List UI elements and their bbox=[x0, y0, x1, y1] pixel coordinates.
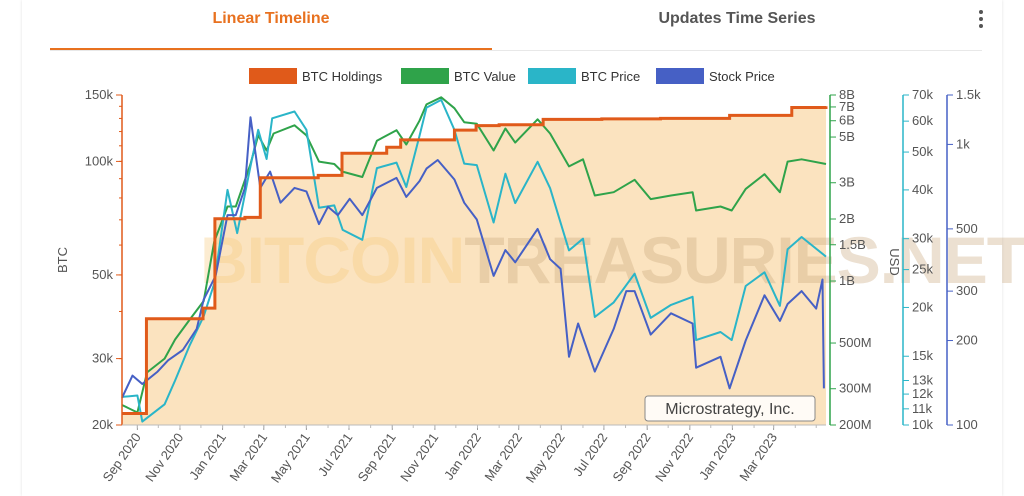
value-axis-tick-label: 7B bbox=[839, 99, 855, 114]
value-axis-tick-label: 1.5B bbox=[839, 237, 866, 252]
btc-price-axis-tick-label: 25k bbox=[912, 262, 933, 277]
btc-price-axis-tick-label: 12k bbox=[912, 386, 933, 401]
btc-price-axis-tick-label: 40k bbox=[912, 182, 933, 197]
x-axis-tick-label: Sep 2020 bbox=[100, 430, 144, 484]
stock-price-axis-tick-label: 100 bbox=[956, 417, 978, 432]
legend-label: BTC Holdings bbox=[302, 69, 383, 84]
stock-price-axis-tick-label: 200 bbox=[956, 333, 978, 348]
btc-axis-tick-label: 50k bbox=[92, 267, 113, 282]
x-axis-tick-label: Nov 2022 bbox=[652, 430, 696, 484]
company-label: Microstrategy, Inc. bbox=[665, 401, 795, 418]
tab-bar: Linear Timeline Updates Time Series bbox=[50, 0, 982, 51]
x-axis-tick-label: Sep 2021 bbox=[355, 430, 399, 484]
value-axis-tick-label: 200M bbox=[839, 417, 872, 432]
value-axis-tick-label: 500M bbox=[839, 335, 872, 350]
btc-price-axis-tick-label: 10k bbox=[912, 417, 933, 432]
btc-price-axis-tick-label: 11k bbox=[912, 401, 932, 416]
legend-label: BTC Price bbox=[581, 69, 640, 84]
stock-price-axis-tick-label: 1k bbox=[956, 136, 970, 151]
tab-linear-timeline[interactable]: Linear Timeline bbox=[50, 0, 492, 50]
legend-swatch bbox=[528, 68, 576, 84]
legend-swatch bbox=[249, 68, 297, 84]
btc-axis-tick-label: 100k bbox=[85, 153, 114, 168]
x-axis-tick-label: Jan 2022 bbox=[441, 430, 484, 482]
btc-price-line bbox=[121, 98, 827, 423]
x-axis-tick-label: Jul 2022 bbox=[570, 430, 610, 479]
btc-axis-title: BTC bbox=[55, 247, 70, 273]
stock-price-axis-tick-label: 300 bbox=[956, 283, 978, 298]
btc-price-axis-tick-label: 13k bbox=[912, 373, 933, 388]
tab-updates-time-series[interactable]: Updates Time Series bbox=[658, 10, 816, 27]
x-axis-tick-label: Mar 2021 bbox=[226, 430, 270, 484]
x-axis-tick-label: Jan 2021 bbox=[186, 430, 229, 482]
x-axis-tick-label: Sep 2022 bbox=[609, 430, 653, 484]
value-axis-tick-label: 3B bbox=[839, 175, 855, 190]
value-axis-tick-label: 300M bbox=[839, 381, 872, 396]
legend-swatch bbox=[401, 68, 449, 84]
btc-axis-tick-label: 150k bbox=[85, 87, 114, 102]
x-axis-tick-label: Jan 2023 bbox=[696, 430, 739, 482]
value-axis-tick-label: 8B bbox=[839, 87, 855, 102]
btc-holdings-area bbox=[122, 106, 826, 425]
stock-price-axis-tick-label: 1.5k bbox=[956, 87, 981, 102]
btc-price-axis-tick-label: 15k bbox=[912, 348, 933, 363]
value-axis-tick-label: 5B bbox=[839, 129, 855, 144]
more-vertical-icon[interactable] bbox=[972, 8, 990, 32]
x-axis-tick-label: May 2022 bbox=[523, 430, 568, 485]
x-axis-tick-label: Nov 2020 bbox=[142, 430, 186, 484]
x-axis-tick-label: Nov 2021 bbox=[397, 430, 441, 484]
usd-axis-title: USD bbox=[887, 248, 902, 275]
value-axis-tick-label: 2B bbox=[839, 211, 855, 226]
btc-axis-tick-label: 20k bbox=[92, 417, 113, 432]
btc-price-axis-tick-label: 20k bbox=[912, 299, 933, 314]
btc-holdings-line bbox=[122, 106, 828, 416]
btc-price-axis-tick-label: 30k bbox=[912, 231, 933, 246]
btc-price-axis-tick-label: 50k bbox=[912, 144, 933, 159]
stock-price-line bbox=[121, 116, 825, 399]
x-axis-tick-label: Mar 2023 bbox=[736, 430, 780, 484]
x-axis-tick-label: May 2021 bbox=[268, 430, 313, 485]
legend-label: BTC Value bbox=[454, 69, 516, 84]
value-axis-tick-label: 1B bbox=[839, 273, 855, 288]
x-axis-tick-label: Mar 2022 bbox=[481, 430, 525, 484]
stock-price-axis-tick-label: 500 bbox=[956, 221, 978, 236]
company-label-box bbox=[644, 395, 816, 422]
watermark-text: BITCOINTREASURIES.NET bbox=[200, 223, 1024, 297]
x-axis-tick-label: Jul 2021 bbox=[315, 430, 355, 479]
btc-price-axis-tick-label: 60k bbox=[912, 113, 933, 128]
btc-price-axis-tick-label: 70k bbox=[912, 87, 933, 102]
legend-label: Stock Price bbox=[709, 69, 775, 84]
legend-swatch bbox=[656, 68, 704, 84]
value-axis-tick-label: 6B bbox=[839, 113, 855, 128]
btc-axis-tick-label: 30k bbox=[92, 351, 113, 366]
